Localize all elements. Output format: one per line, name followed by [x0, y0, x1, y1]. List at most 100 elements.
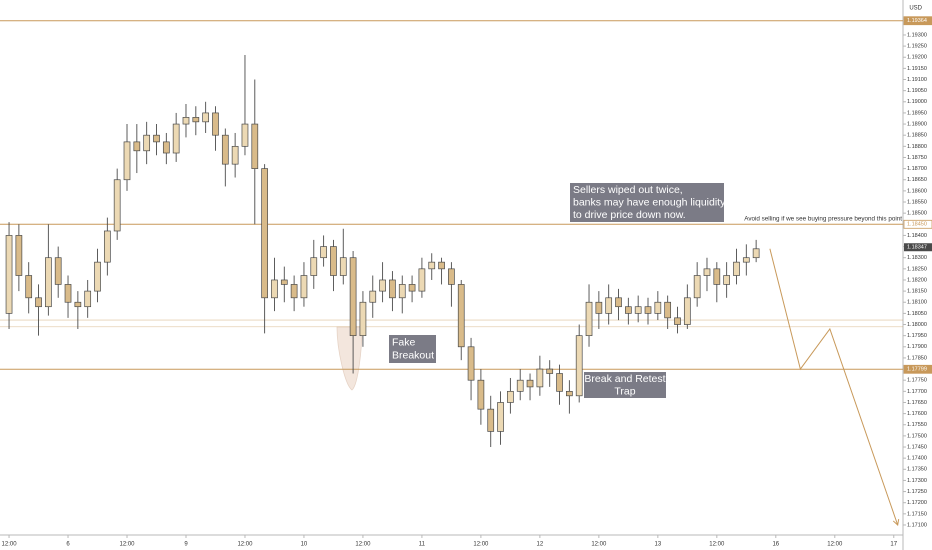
y-tick-label: 1.18700 — [907, 166, 927, 172]
x-tick-label: 12:00 — [591, 542, 607, 548]
annotation-text: Avoid selling if we see buying pressure … — [744, 216, 902, 223]
candle-body — [566, 390, 573, 397]
candle-body — [123, 141, 131, 181]
candle-body — [457, 284, 465, 348]
x-tick-label: 12:00 — [709, 542, 725, 548]
x-tick-label: 13 — [654, 542, 661, 548]
y-tick-label: 1.18950 — [907, 110, 927, 116]
candle-body — [507, 390, 514, 403]
candle-body — [742, 257, 750, 263]
x-tick-label: 6 — [66, 542, 70, 548]
candle-body — [261, 168, 268, 299]
y-tick-label: 1.19050 — [907, 88, 927, 94]
candle-body — [546, 368, 554, 374]
candle-body — [448, 268, 455, 285]
x-tick-label: 12:00 — [473, 542, 489, 548]
candle-body — [64, 284, 72, 303]
candle-body — [25, 275, 33, 299]
candle-body — [497, 402, 504, 432]
y-tick-label: 1.17550 — [907, 422, 927, 428]
level-tag — [903, 16, 932, 26]
candle-body — [74, 301, 82, 308]
candle-body — [133, 141, 141, 152]
candle-body — [241, 123, 249, 147]
candle-body — [733, 261, 740, 276]
candle-body — [320, 246, 327, 259]
annotation-text: Breakout — [392, 349, 434, 361]
projection-path — [769, 248, 899, 526]
candle-body — [595, 301, 603, 314]
candle-body — [389, 279, 396, 299]
candle-body — [467, 346, 475, 381]
candle-body — [290, 284, 298, 299]
candle-body — [664, 301, 672, 319]
candle-body — [84, 290, 92, 308]
x-tick-label: 9 — [184, 542, 188, 548]
candle-body — [359, 301, 367, 337]
y-tick-label: 1.18250 — [907, 266, 927, 272]
candle-body — [703, 268, 711, 276]
candle-body — [477, 379, 485, 410]
candle-body — [418, 268, 426, 292]
y-tick-label: 1.17100 — [907, 522, 927, 528]
y-tick-label: 1.19300 — [907, 32, 927, 38]
candle-body — [693, 275, 701, 299]
annotation-box — [389, 335, 436, 363]
x-tick-label: 11 — [419, 542, 426, 548]
level-tag — [903, 364, 932, 374]
candle-body — [683, 297, 691, 325]
annotation-text: Fake — [392, 336, 416, 348]
candle-body — [310, 257, 318, 276]
candle-body — [624, 306, 632, 314]
candle-body — [713, 268, 721, 285]
candle-body — [526, 379, 534, 388]
candle-body — [398, 284, 406, 299]
y-tick-label: 1.19200 — [907, 55, 927, 61]
y-tick-label: 1.17450 — [907, 444, 927, 450]
y-tick-label: 1.18400 — [907, 233, 927, 239]
candle-body — [585, 301, 593, 337]
currency-label: USD — [909, 6, 922, 12]
level-label: 1.18450 — [907, 222, 927, 228]
level-tag — [903, 219, 932, 229]
candle-body — [192, 117, 200, 123]
candle-body — [339, 257, 347, 276]
y-tick-label: 1.18900 — [907, 122, 927, 128]
x-tick-label: 12:00 — [119, 542, 135, 548]
candle-body — [575, 335, 583, 397]
candle-body — [408, 284, 416, 292]
y-tick-label: 1.18100 — [907, 300, 927, 306]
y-tick-label: 1.19100 — [907, 77, 927, 83]
y-tick-label: 1.18500 — [907, 211, 927, 217]
y-tick-label: 1.17300 — [907, 478, 927, 484]
candle-body — [723, 275, 730, 285]
candle-body — [349, 257, 357, 337]
candle-body — [674, 317, 681, 325]
candle-body — [438, 261, 445, 270]
x-tick-label: 12:00 — [355, 542, 371, 548]
level-label: 1.19364 — [907, 18, 927, 24]
annotation-text: Break and Retest — [584, 373, 665, 385]
candle-body — [300, 275, 308, 299]
candle-body — [752, 248, 760, 259]
candle-body — [35, 297, 42, 308]
y-tick-label: 1.19000 — [907, 99, 927, 105]
candle-body — [556, 373, 563, 392]
y-tick-label: 1.17750 — [907, 378, 927, 384]
candle-body — [634, 306, 642, 314]
candle-body — [516, 379, 524, 392]
y-tick-label: 1.17350 — [907, 467, 927, 473]
candle-body — [143, 134, 151, 152]
candle-body — [231, 145, 239, 165]
x-tick-label: 12:00 — [827, 542, 843, 548]
y-tick-label: 1.17700 — [907, 389, 927, 395]
y-tick-label: 1.18650 — [907, 177, 927, 183]
x-tick-label: 17 — [890, 542, 897, 548]
x-tick-label: 12 — [537, 542, 544, 548]
fake-breakout-shape — [336, 326, 363, 391]
candle-body — [271, 279, 278, 299]
y-tick-label: 1.18150 — [907, 289, 927, 295]
candle-body — [172, 123, 180, 154]
y-tick-label: 1.17850 — [907, 355, 927, 361]
